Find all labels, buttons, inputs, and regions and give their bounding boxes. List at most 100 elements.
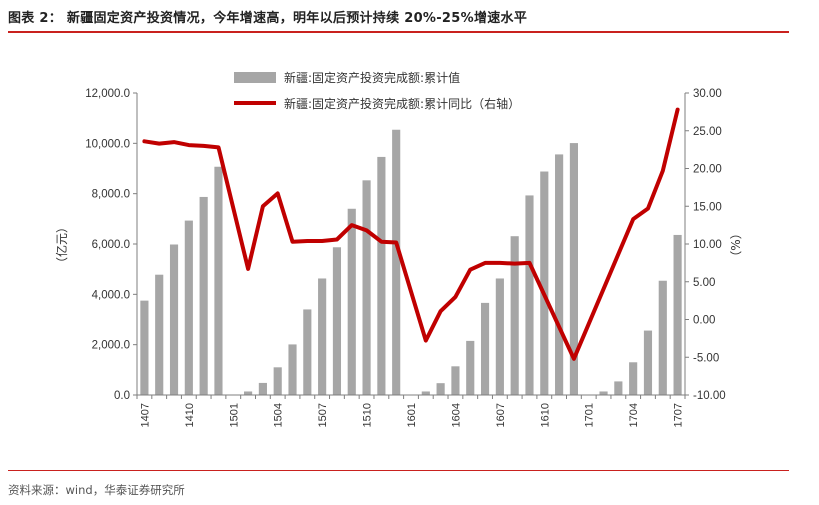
- yoy-point-1609: [528, 262, 530, 264]
- left-axis-label: （亿元）: [54, 221, 69, 269]
- yoy-point-1602: [425, 340, 427, 342]
- yoy-point-1604: [454, 296, 456, 298]
- bar-1612: [569, 143, 578, 395]
- right-tick-label: 30.00: [693, 88, 722, 100]
- yoy-point-1704: [632, 218, 634, 220]
- bar-1704: [629, 362, 638, 395]
- yoy-point-1605: [469, 269, 471, 271]
- left-tick-label: 12,000.0: [85, 88, 130, 100]
- yoy-point-1411: [203, 145, 205, 147]
- right-tick-label: 25.00: [693, 126, 722, 138]
- left-tick-label: 8,000.0: [92, 189, 130, 201]
- yoy-point-1506: [306, 240, 308, 242]
- right-axis-label: （%）: [729, 227, 743, 262]
- bar-1702: [599, 391, 608, 395]
- legend-bar-swatch: [234, 72, 276, 83]
- bar-1609: [525, 195, 534, 395]
- left-tick-label: 6,000.0: [92, 239, 130, 251]
- yoy-point-1512: [395, 241, 397, 243]
- bar-1610: [540, 171, 549, 395]
- bar-1607: [495, 278, 504, 395]
- bar-1503: [258, 382, 267, 395]
- yoy-point-1608: [514, 263, 516, 265]
- x-tick-label: 1610: [539, 403, 551, 427]
- right-tick-label: 5.00: [693, 277, 715, 289]
- x-tick-label: 1604: [450, 403, 462, 427]
- bar-1507: [318, 278, 327, 395]
- bar-1407: [140, 300, 149, 395]
- bar-1412: [214, 166, 223, 395]
- x-tick-label: 1501: [228, 403, 240, 427]
- yoy-line: [142, 107, 680, 361]
- source-note: 资料来源：wind，华泰证券研究所: [8, 483, 185, 497]
- left-tick-label: 10,000.0: [85, 138, 130, 150]
- yoy-point-1503: [262, 205, 264, 207]
- bar-1411: [199, 196, 208, 395]
- x-tick-label: 1707: [673, 403, 685, 427]
- bar-1605: [466, 340, 475, 395]
- x-tick-label: 1607: [495, 403, 507, 427]
- x-tick-label: 1504: [273, 403, 285, 427]
- bar-1705: [643, 330, 653, 395]
- bar-1707: [673, 234, 682, 395]
- yoy-point-1502: [247, 268, 249, 270]
- bar-1602: [421, 391, 430, 395]
- yoy-point-1409: [173, 141, 175, 143]
- footer-rule: [8, 470, 789, 471]
- yoy-point-1505: [292, 241, 294, 243]
- bar-1410: [184, 220, 193, 395]
- legend-line-label: 新疆:固定资产投资完成额:累计同比（右轴）: [284, 96, 520, 111]
- yoy-point-1504: [277, 192, 279, 194]
- yoy-point-1412: [217, 146, 219, 148]
- x-tick-label: 1507: [317, 403, 329, 427]
- left-tick-label: 4,000.0: [92, 289, 130, 301]
- legend-bar-label: 新疆:固定资产投资完成额:累计值: [284, 70, 460, 85]
- yoy-point-1509: [351, 224, 353, 226]
- right-tick-label: 20.00: [693, 164, 722, 176]
- yoy-point-1508: [336, 238, 338, 240]
- yoy-point-1510: [366, 229, 368, 231]
- yoy-point-1706: [662, 170, 664, 172]
- chart: 0.0 2,000.0 4,000.0 6,000.0 8,000.0 10,000.0 1…: [54, 70, 743, 427]
- x-tick-label: 1407: [139, 403, 151, 427]
- right-tick-label: -5.00: [693, 352, 719, 364]
- right-tick-label: 15.00: [693, 201, 722, 213]
- bar-1606: [480, 302, 490, 395]
- yoy-point-1408: [158, 143, 160, 145]
- bar-1512: [392, 129, 401, 395]
- bar-1608: [510, 236, 519, 395]
- bar-1703: [614, 381, 623, 395]
- bar-1510: [362, 180, 371, 395]
- left-tick-label: 0.0: [114, 390, 130, 402]
- bar-1509: [347, 208, 356, 395]
- yoy-point-1603: [440, 310, 442, 312]
- bar-1409: [169, 244, 179, 395]
- x-tick-label: 1701: [584, 403, 596, 427]
- bar-1603: [436, 383, 445, 395]
- yoy-point-1511: [380, 241, 382, 243]
- yoy-point-1507: [321, 240, 323, 242]
- bar-1505: [288, 344, 297, 395]
- x-tick-label: 1510: [362, 403, 374, 427]
- right-tick-label: -10.00: [693, 390, 726, 402]
- bar-1511: [377, 156, 386, 395]
- x-tick-label: 1704: [628, 403, 640, 427]
- title-rule: [8, 31, 789, 33]
- yoy-point-1612: [573, 358, 575, 360]
- bar-1408: [155, 274, 164, 395]
- right-tick-label: 10.00: [693, 239, 722, 251]
- x-tick-label: 1601: [406, 403, 418, 427]
- bar-1506: [303, 309, 312, 395]
- bar-1502: [244, 391, 253, 395]
- figure-title: 图表 2： 新疆固定资产投资情况，今年增速高，明年以后预计持续 20%-25%增…: [8, 11, 528, 26]
- bar-1604: [451, 366, 460, 395]
- yoy-point-1607: [499, 262, 501, 264]
- yoy-point-1407: [143, 140, 145, 142]
- bar-1504: [273, 367, 282, 395]
- left-tick-label: 2,000.0: [92, 340, 130, 352]
- bar-1508: [332, 247, 342, 395]
- yoy-point-1705: [647, 208, 649, 210]
- yoy-point-1707: [677, 109, 679, 111]
- right-tick-label: 0.00: [693, 315, 715, 327]
- yoy-point-1410: [188, 144, 190, 146]
